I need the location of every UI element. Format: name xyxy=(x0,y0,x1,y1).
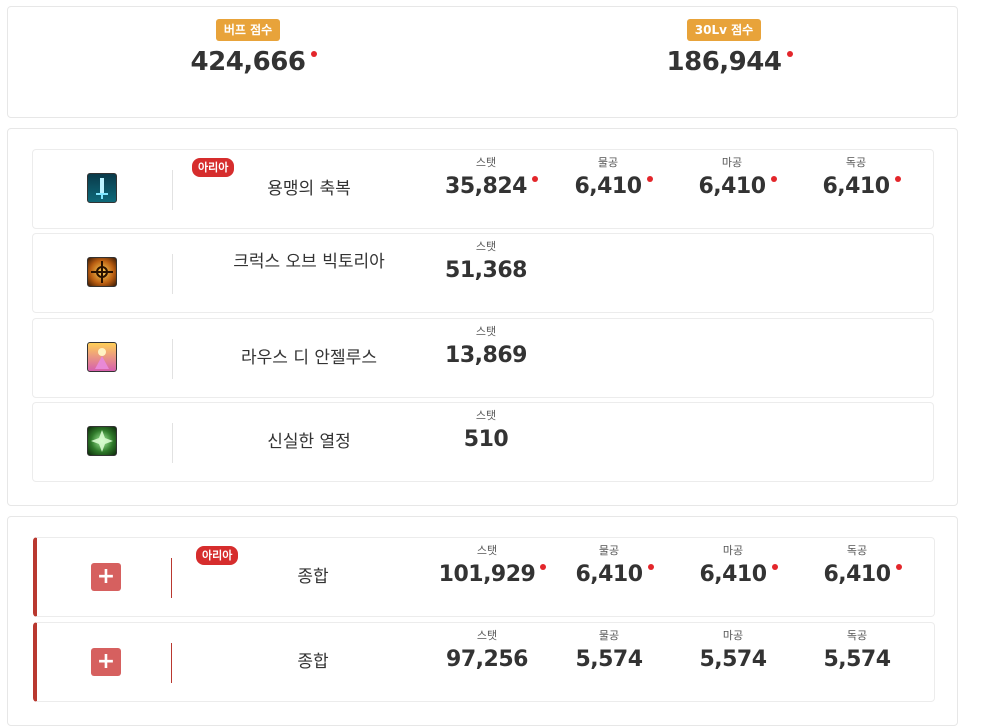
total-name: 종합 xyxy=(297,567,329,587)
lv30-score-label: 30Lv 점수 xyxy=(686,19,762,41)
indicator-dot xyxy=(771,564,778,570)
indicator-dot xyxy=(647,564,654,570)
buff-score-label: 버프 점수 xyxy=(215,19,281,41)
buff-score: 버프 점수 424,666 xyxy=(148,19,348,77)
divider xyxy=(172,170,173,210)
stat-label: 스탯 xyxy=(475,325,497,338)
buff-name: 크럭스 오브 빅토리아 xyxy=(233,252,385,272)
independent-attack-block: 독공 6,410 xyxy=(802,544,912,587)
stat-value: 101,929 xyxy=(438,562,536,587)
stat-label: 마공 xyxy=(722,629,744,642)
total-card: + 아리아 종합 스탯 101,929 물공 6,410 마공 6,410 독공… xyxy=(7,516,958,726)
magic-attack-block: 마공 5,574 xyxy=(678,629,788,672)
indicator-dot xyxy=(646,176,653,182)
stat-label: 마공 xyxy=(721,156,743,169)
lv30-score: 30Lv 점수 186,944 xyxy=(624,19,824,77)
divider xyxy=(172,423,173,463)
buff-row[interactable]: 아리아 용맹의 축복 스탯 35,824 물공 6,410 마공 6,410 독… xyxy=(32,149,934,229)
plus-icon[interactable]: + xyxy=(91,648,121,676)
magic-attack-block: 마공 6,410 xyxy=(678,544,788,587)
indicator-dot xyxy=(787,51,794,57)
sincere-passion-icon xyxy=(87,426,117,456)
stat-label: 독공 xyxy=(846,544,868,557)
divider xyxy=(172,254,173,294)
stat-value: 5,574 xyxy=(823,647,891,672)
crux-of-victoria-icon xyxy=(87,257,117,287)
divider xyxy=(171,643,172,683)
stat-block: 스탯 51,368 xyxy=(431,240,541,283)
indicator-dot xyxy=(895,564,902,570)
stat-block: 스탯 101,929 xyxy=(432,544,547,587)
stat-value: 6,410 xyxy=(574,174,642,199)
stat-value: 5,574 xyxy=(699,647,767,672)
stat-value: 6,410 xyxy=(822,174,890,199)
stat-label: 독공 xyxy=(845,156,867,169)
stat-value: 51,368 xyxy=(445,258,527,283)
total-row[interactable]: + 아리아 종합 스탯 101,929 물공 6,410 마공 6,410 독공… xyxy=(33,537,935,617)
buff-row[interactable]: 라우스 디 안젤루스 스탯 13,869 xyxy=(32,318,934,398)
stat-block: 스탯 35,824 xyxy=(431,156,541,199)
buff-name: 용맹의 축복 xyxy=(267,179,351,199)
plus-icon[interactable]: + xyxy=(91,563,121,591)
stat-block: 스탯 97,256 xyxy=(432,629,542,672)
total-row[interactable]: + 종합 스탯 97,256 물공 5,574 마공 5,574 독공 5,57… xyxy=(33,622,935,702)
stat-label: 스탯 xyxy=(475,156,497,169)
sword-blessing-icon xyxy=(87,173,117,203)
stat-value: 35,824 xyxy=(445,174,527,199)
indicator-dot xyxy=(770,176,777,182)
physical-attack-block: 물공 6,410 xyxy=(553,156,663,199)
stat-value: 6,410 xyxy=(575,562,643,587)
independent-attack-block: 독공 5,574 xyxy=(802,629,912,672)
magic-attack-block: 마공 6,410 xyxy=(677,156,787,199)
total-name: 종합 xyxy=(297,652,329,672)
indicator-dot xyxy=(894,176,901,182)
stat-block: 스탯 510 xyxy=(431,409,541,452)
buff-row[interactable]: 신실한 열정 스탯 510 xyxy=(32,402,934,482)
stat-label: 스탯 xyxy=(476,544,498,557)
stat-value: 6,410 xyxy=(698,174,766,199)
stat-value: 510 xyxy=(463,427,509,452)
stat-label: 물공 xyxy=(598,544,620,557)
buff-name: 신실한 열정 xyxy=(267,432,351,452)
aria-badge: 아리아 xyxy=(192,158,235,177)
lv30-score-value: 186,944 xyxy=(666,47,782,77)
stat-value: 97,256 xyxy=(446,647,528,672)
stat-label: 독공 xyxy=(846,629,868,642)
independent-attack-block: 독공 6,410 xyxy=(801,156,911,199)
stat-label: 스탯 xyxy=(475,409,497,422)
stat-value: 13,869 xyxy=(445,343,527,368)
stat-label: 스탯 xyxy=(475,240,497,253)
physical-attack-block: 물공 6,410 xyxy=(554,544,664,587)
indicator-dot xyxy=(531,176,538,182)
stat-value: 5,574 xyxy=(575,647,643,672)
laus-di-angelus-icon xyxy=(87,342,117,372)
stat-label: 스탯 xyxy=(476,629,498,642)
divider xyxy=(171,558,172,598)
indicator-dot xyxy=(540,564,547,570)
stat-label: 물공 xyxy=(598,629,620,642)
physical-attack-block: 물공 5,574 xyxy=(554,629,664,672)
stat-label: 마공 xyxy=(722,544,744,557)
score-card: 버프 점수 424,666 30Lv 점수 186,944 xyxy=(7,6,958,118)
buff-score-value: 424,666 xyxy=(190,47,306,77)
stat-block: 스탯 13,869 xyxy=(431,325,541,368)
stat-value: 6,410 xyxy=(699,562,767,587)
indicator-dot xyxy=(311,51,318,57)
stat-label: 물공 xyxy=(597,156,619,169)
aria-badge: 아리아 xyxy=(196,546,239,565)
buff-list-card: 아리아 용맹의 축복 스탯 35,824 물공 6,410 마공 6,410 독… xyxy=(7,128,958,506)
buff-name: 라우스 디 안젤루스 xyxy=(241,348,377,368)
buff-row[interactable]: 크럭스 오브 빅토리아 스탯 51,368 xyxy=(32,233,934,313)
stat-value: 6,410 xyxy=(823,562,891,587)
divider xyxy=(172,339,173,379)
